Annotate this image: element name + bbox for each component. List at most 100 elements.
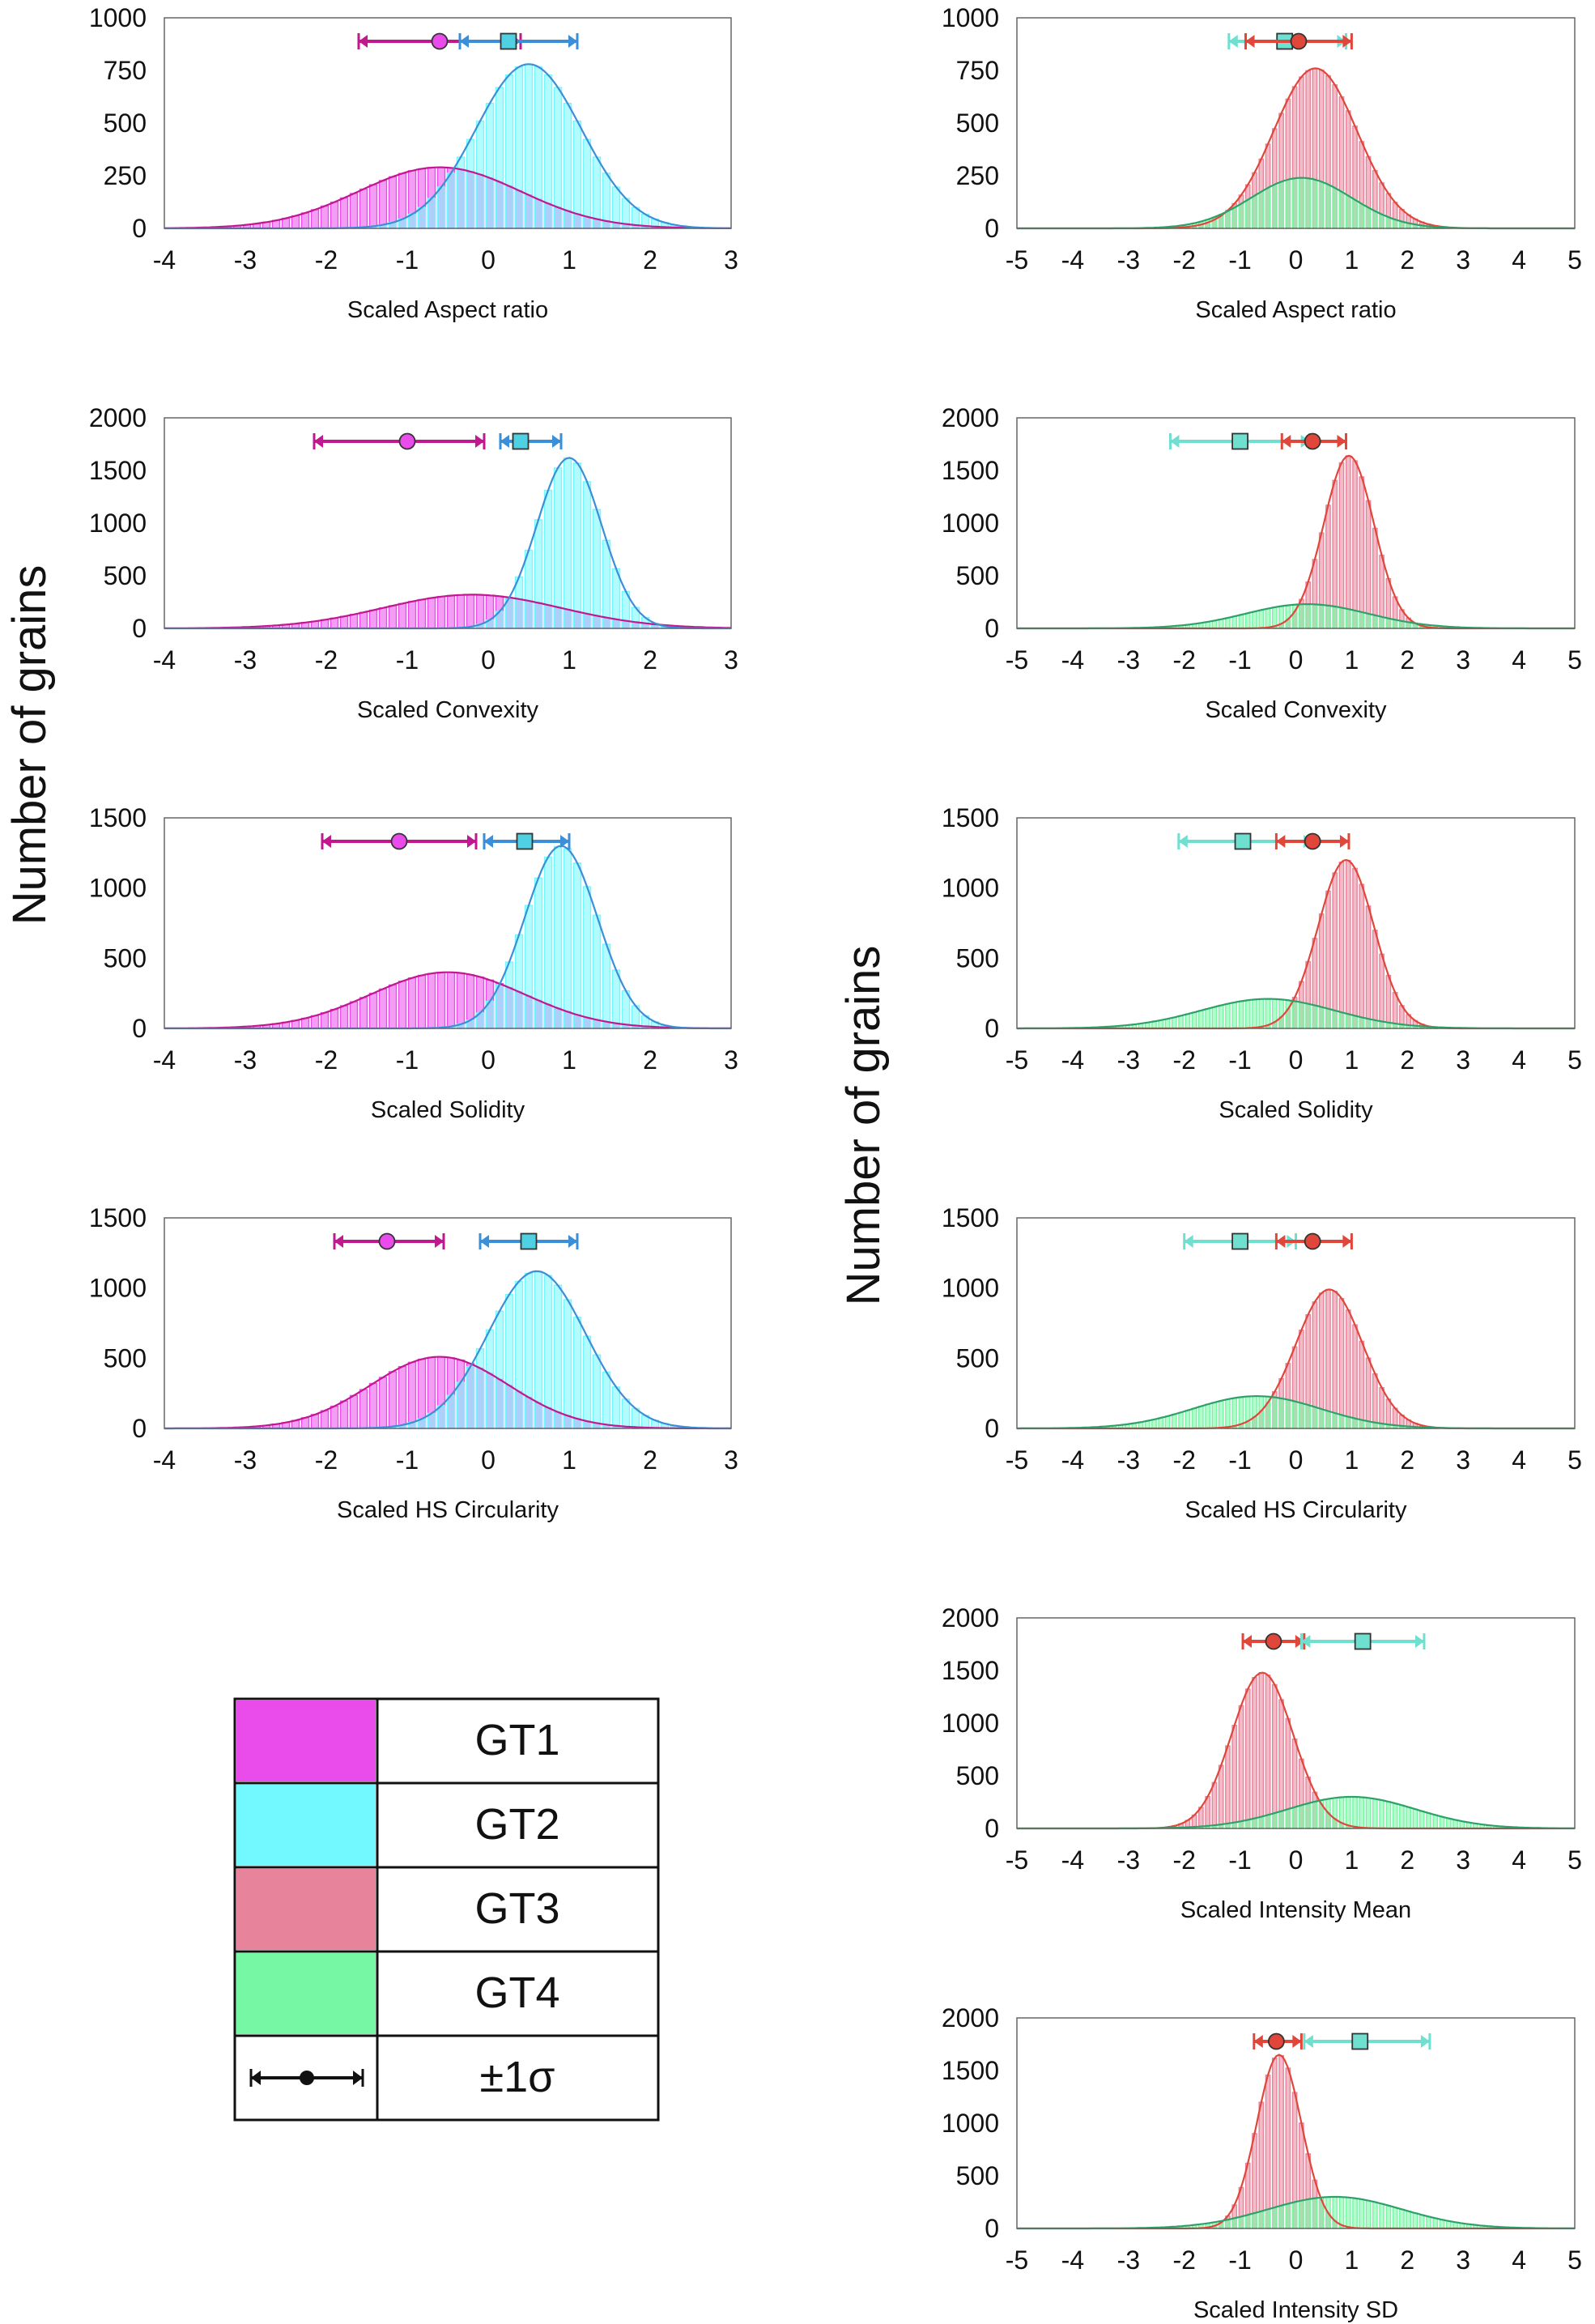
x-tick-label: 2: [643, 245, 657, 275]
x-tick-label: 2: [1400, 2245, 1414, 2275]
histogram-bar: [1252, 2212, 1257, 2229]
histogram-bar: [330, 617, 339, 629]
histogram-bar: [1406, 2211, 1412, 2229]
histogram-bar: [524, 63, 534, 229]
histogram-bar: [1338, 190, 1345, 229]
histogram-bar: [1345, 194, 1351, 229]
histogram-bar: [339, 1005, 349, 1029]
x-axis-title: Scaled Solidity: [371, 1097, 525, 1123]
histogram-bar: [1225, 1745, 1231, 1829]
histogram-bar: [1265, 1814, 1271, 1829]
histogram-bar: [1291, 1000, 1298, 1029]
histogram-bar: [300, 1017, 310, 1029]
histogram-bar: [1352, 2198, 1358, 2229]
histogram-bar: [427, 597, 436, 629]
histogram-bar: [1345, 1309, 1351, 1429]
x-tick-label: 5: [1567, 645, 1582, 675]
histogram-bar: [1332, 187, 1338, 229]
histogram-bar: [1252, 194, 1257, 229]
mean-sd-marker-gt1: [313, 432, 486, 450]
y-tick-label: 1000: [942, 1274, 999, 1303]
histogram-bar: [417, 206, 427, 229]
histogram-bar: [1365, 2199, 1372, 2229]
legend-swatch-gt1: [236, 1700, 376, 1781]
x-tick-label: -5: [1006, 2245, 1028, 2275]
x-tick-label: 5: [1567, 245, 1582, 275]
x-tick-label: -3: [1117, 1045, 1140, 1075]
histogram-bar: [446, 972, 456, 1029]
histogram-bar: [543, 1275, 553, 1429]
histogram-bar: [436, 596, 446, 629]
histogram-bar: [1372, 211, 1378, 229]
histogram-bar: [572, 1317, 582, 1429]
histogram-bar: [1258, 1672, 1265, 1829]
y-tick-label: 750: [956, 56, 999, 85]
x-tick-label: -5: [1006, 1445, 1028, 1475]
y-tick-label: 1500: [89, 1203, 147, 1232]
x-tick-label: 2: [643, 1045, 657, 1075]
histogram-bar: [1291, 1400, 1298, 1429]
histogram-bar: [1359, 1016, 1365, 1029]
mean-sd-marker-gt3: [1274, 832, 1350, 850]
x-tick-label: -1: [1228, 645, 1251, 675]
histogram-bar: [456, 1381, 466, 1429]
histogram-bar: [1299, 2199, 1304, 2229]
histogram-bar: [1278, 2204, 1284, 2229]
histogram-bar: [310, 209, 320, 229]
histogram-bar: [1265, 1675, 1271, 1829]
histogram-bar: [514, 934, 524, 1029]
density-curve-gt1: [164, 1356, 731, 1430]
plot-frame: [164, 1217, 732, 1429]
legend: GT1 GT2 GT3 GT4 ±1σ: [233, 1697, 660, 2122]
x-tick-label: -1: [396, 1445, 419, 1475]
mean-sd-marker-gt2: [478, 1232, 579, 1250]
histogram-bar: [1265, 2075, 1271, 2229]
chart-panel-r6: 0 500 1000 1500 2000 -5 -4 -3 -2 -1 0 1 2 3 4 5 Scaled I…: [942, 2003, 1582, 2323]
histogram-bar: [1372, 527, 1378, 629]
x-tick-label: -4: [153, 1045, 176, 1075]
histogram-bar: [1338, 861, 1345, 1029]
histogram-bar: [427, 198, 436, 229]
histogram-bar: [563, 457, 572, 629]
histogram-bar: [1185, 1410, 1191, 1429]
histogram-bar: [1205, 1795, 1210, 1829]
histogram-bar: [1385, 1801, 1392, 1829]
histogram-bar: [359, 188, 368, 229]
density-curve-gt1: [164, 594, 732, 629]
histogram-bar: [1352, 1324, 1358, 1429]
histogram-bar: [1158, 1019, 1164, 1029]
histogram-bar: [398, 602, 407, 629]
histogram-bar: [1258, 609, 1265, 629]
x-tick-label: 4: [1512, 1445, 1526, 1475]
histogram-bar: [1218, 619, 1224, 629]
histogram-bar: [1244, 1395, 1251, 1429]
histogram-bar: [1379, 213, 1384, 229]
histogram-bar: [621, 1398, 631, 1429]
x-tick-label: -4: [1061, 645, 1084, 675]
histogram-bar: [1151, 1419, 1157, 1429]
histogram-bar: [1218, 1400, 1224, 1429]
x-tick-label: 0: [481, 1045, 496, 1075]
x-tick-label: 1: [1345, 245, 1359, 275]
x-tick-label: -3: [1117, 245, 1140, 275]
histogram-bar: [1338, 1414, 1345, 1429]
plot-frame: [1016, 17, 1576, 229]
histogram-bar: [572, 862, 582, 1029]
histogram-bar: [1338, 1011, 1345, 1029]
histogram-bar: [582, 481, 592, 629]
histogram-bar: [1299, 1002, 1304, 1029]
x-tick-label: 2: [1400, 1445, 1414, 1475]
histogram-bar: [1278, 1699, 1284, 1829]
histogram-bar: [553, 467, 563, 629]
x-tick-label: -2: [315, 1045, 338, 1075]
histogram-bar: [611, 969, 621, 1029]
x-tick-label: -1: [1228, 1445, 1251, 1475]
histogram-bar: [1318, 604, 1325, 629]
y-tick-label: 0: [985, 1414, 999, 1443]
histogram-bar: [1379, 1387, 1384, 1429]
histogram-bar: [1271, 2058, 1278, 2229]
histogram-bar: [446, 594, 456, 629]
histogram-bar: [1205, 1403, 1210, 1429]
y-tick-label: 500: [956, 109, 999, 138]
histogram-bar: [456, 972, 466, 1029]
